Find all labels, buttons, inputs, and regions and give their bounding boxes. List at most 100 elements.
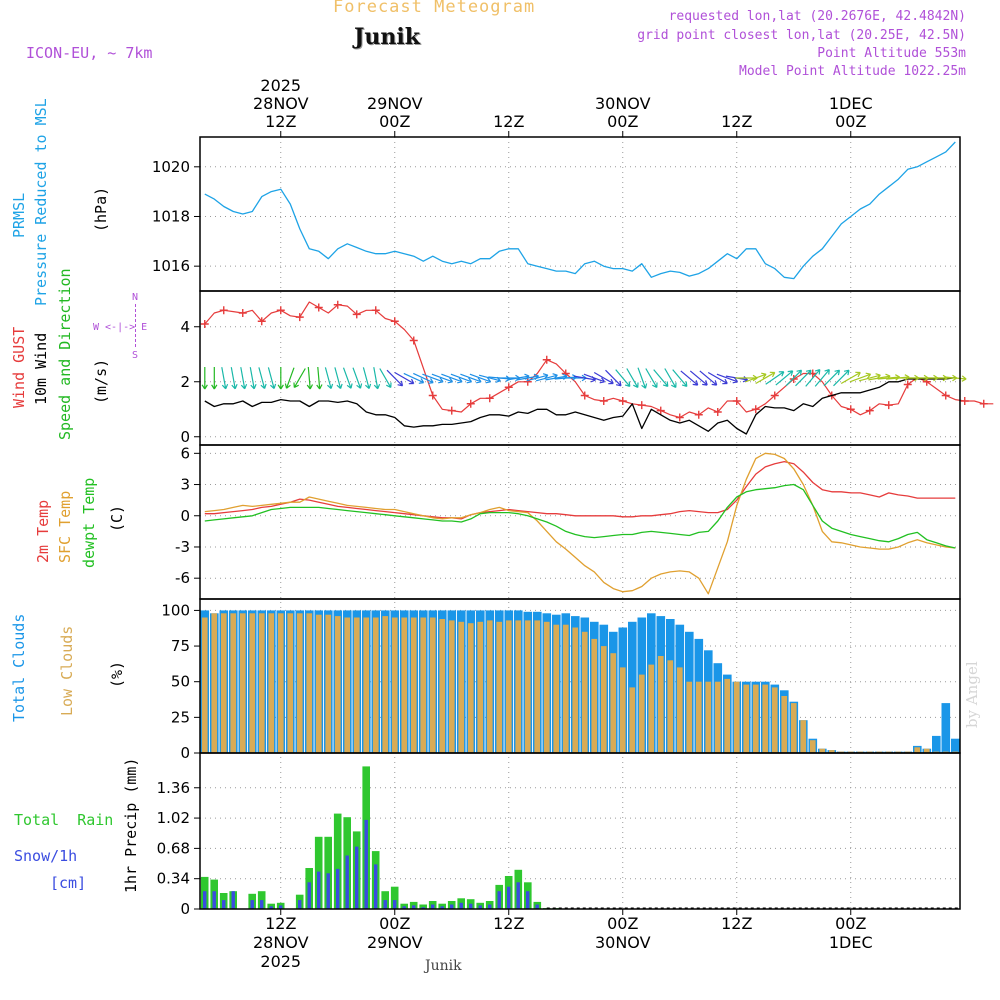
wind-direction-arrow <box>707 371 728 385</box>
snow-bar <box>203 891 207 909</box>
pressure-line <box>204 141 956 280</box>
temperature-ytick-label: -6 <box>175 569 190 587</box>
precip-snow-label: Snow/1h <box>14 847 77 865</box>
wind-direction-arrow <box>805 369 821 387</box>
snow-bar <box>478 905 482 909</box>
wind-arrow-shape <box>775 370 794 386</box>
gust-marker <box>504 383 513 392</box>
wind-direction-arrow <box>814 369 830 387</box>
wind-arrow-shape <box>849 372 872 383</box>
wind-arrow-shape <box>805 369 821 387</box>
total-cloud-bar <box>951 738 960 753</box>
gust-marker <box>637 401 646 410</box>
low-cloud-bar <box>562 624 569 753</box>
wind-direction-arrow <box>316 366 323 390</box>
gust-marker <box>675 413 684 422</box>
top-time-label: 12Z <box>265 112 296 131</box>
precip-ytick-label: 1.02 <box>157 809 190 827</box>
snow-bar <box>412 905 416 909</box>
gust-marker <box>314 303 323 312</box>
low-cloud-bar <box>638 674 645 753</box>
wind-direction-arrow <box>645 368 658 389</box>
snow-bar <box>402 906 406 909</box>
gust-marker <box>371 306 380 315</box>
wind-arrow-shape <box>258 367 267 390</box>
low-cloud-bar <box>600 646 607 753</box>
wind-ytick-label: 4 <box>180 318 190 336</box>
wind-direction-arrow <box>240 367 248 390</box>
bottom-location-label: Junik <box>425 958 462 974</box>
rain-bar <box>390 886 399 909</box>
pressure-ytick-label: 1016 <box>152 257 190 275</box>
gust-marker <box>390 317 399 326</box>
low-cloud-bar <box>667 660 674 753</box>
wind-arrow-shape <box>944 375 967 382</box>
wind-arrow-shape <box>823 369 841 387</box>
low-cloud-bar <box>619 667 626 753</box>
snow-bar <box>307 882 311 909</box>
low-cloud-bar <box>268 613 275 753</box>
low-cloud-bar <box>534 620 541 753</box>
snow-bar <box>374 864 378 909</box>
low-cloud-bar <box>819 748 826 753</box>
pressure-unit: (hPa) <box>92 187 110 232</box>
temperature-ytick-label: 3 <box>180 476 190 494</box>
low-cloud-bar <box>771 687 778 753</box>
snow-bar <box>393 900 397 909</box>
wind-arrow-shape <box>342 367 353 389</box>
precip-ytick-label: 0 <box>180 900 190 918</box>
snow-bar <box>212 891 216 909</box>
t2m-line <box>204 460 956 520</box>
gust-marker <box>485 394 494 403</box>
wind-direction-arrow <box>653 369 669 387</box>
wind-direction-arrow <box>833 369 850 387</box>
wind-arrow-shape <box>814 369 830 387</box>
wind-arrow-shape <box>431 373 454 384</box>
wind-direction-arrow <box>680 370 699 386</box>
top-time-label: 12Z <box>721 112 752 131</box>
low-cloud-bar <box>743 684 750 753</box>
precip-panel-frame <box>199 752 961 910</box>
wind-direction-arrow <box>422 373 444 384</box>
low-cloud-bar <box>391 617 398 753</box>
wind-direction-arrow <box>944 375 967 382</box>
low-cloud-bar <box>800 720 807 753</box>
low-cloud-bar <box>429 617 436 753</box>
wind-direction-arrow <box>755 371 776 385</box>
wind-direction-arrow <box>379 368 392 389</box>
low-cloud-bar <box>448 620 455 753</box>
precip-snow-unit: [cm] <box>50 874 86 892</box>
grid-point-coords: grid point closest lon,lat (20.25E, 42.5… <box>637 28 966 43</box>
requested-coords: requested lon,lat (20.2676E, 42.4842N) <box>668 9 966 24</box>
bottom-time-label: 2025 <box>260 952 301 971</box>
temp-dew-label: dewpt Temp <box>80 478 98 568</box>
snow-bar <box>279 905 283 909</box>
wind-direction-arrow <box>672 369 688 387</box>
sfc-temp-line <box>204 452 956 595</box>
wind-arrow-shape <box>324 367 334 390</box>
wind-arrow-shape <box>615 369 631 387</box>
temperature-ytick-label: 6 <box>180 444 190 462</box>
compass-west-east: W <-|-> E <box>93 322 147 333</box>
low-cloud-bar <box>762 684 769 753</box>
temp-unit: (C) <box>108 505 126 532</box>
temp-2m-label: 2m Temp <box>34 500 52 563</box>
wind-direction-arrow <box>277 367 284 390</box>
wind-arrow-shape <box>230 367 238 390</box>
wind-direction-arrow <box>689 370 708 386</box>
snow-bar <box>231 891 235 909</box>
rain-bar <box>333 813 342 909</box>
wind-direction-arrow <box>403 372 425 384</box>
wind-arrow-shape <box>201 367 208 390</box>
snow-bar <box>488 904 492 909</box>
gust-marker <box>409 336 418 345</box>
wind-direction-arrow <box>775 370 794 386</box>
low-cloud-bar <box>752 684 759 753</box>
low-cloud-bar <box>287 613 294 753</box>
gust-marker <box>865 406 874 415</box>
clouds-ytick-label: 75 <box>171 637 190 655</box>
model-label: ICON-EU, ~ 7km <box>26 44 153 62</box>
wind-arrow-shape <box>795 369 812 387</box>
wind-direction-arrow <box>413 372 434 384</box>
wind-direction-arrow <box>785 369 803 387</box>
